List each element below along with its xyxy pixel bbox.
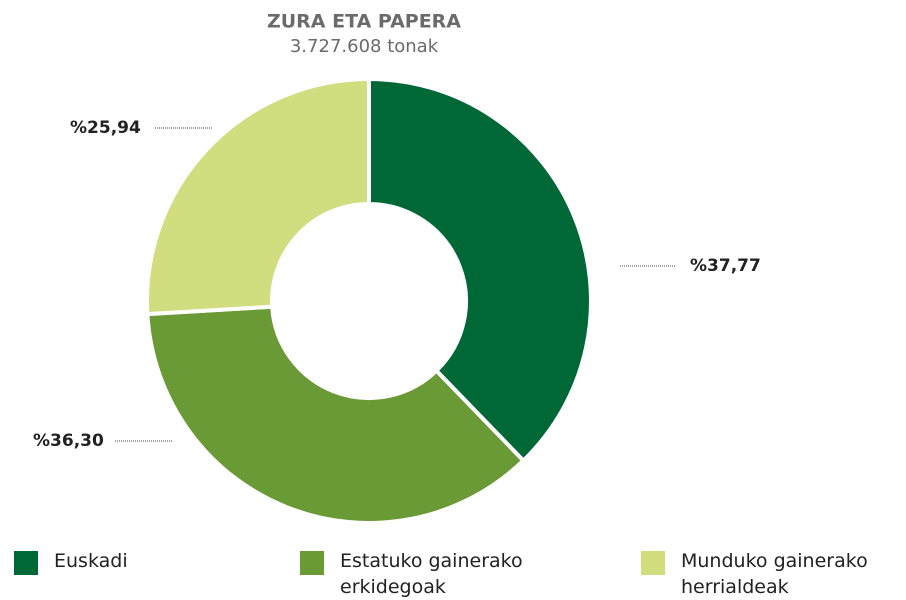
legend-label: Munduko gainerako herrialdeak <box>681 550 868 598</box>
value-label: %25,94 <box>70 118 141 138</box>
chart-title: ZURA ETA PAPERA <box>267 11 461 33</box>
legend-label: Estatuko gainerako erkidegoak <box>340 550 523 598</box>
slice <box>367 76 593 464</box>
slice <box>145 76 371 317</box>
legend-item: Munduko gainerako herrialdeak <box>641 548 901 600</box>
legend-label: Euskadi <box>54 550 128 572</box>
slice <box>145 304 527 525</box>
chart-subtitle: 3.727.608 tonak <box>290 36 439 57</box>
value-label: %36,30 <box>33 431 104 451</box>
legend-swatch <box>14 551 38 575</box>
legend-item: Estatuko gainerako erkidegoak <box>300 548 560 600</box>
legend-item: Euskadi <box>14 548 274 575</box>
value-label: %37,77 <box>690 256 761 276</box>
legend-swatch <box>300 551 324 575</box>
legend-swatch <box>641 551 665 575</box>
